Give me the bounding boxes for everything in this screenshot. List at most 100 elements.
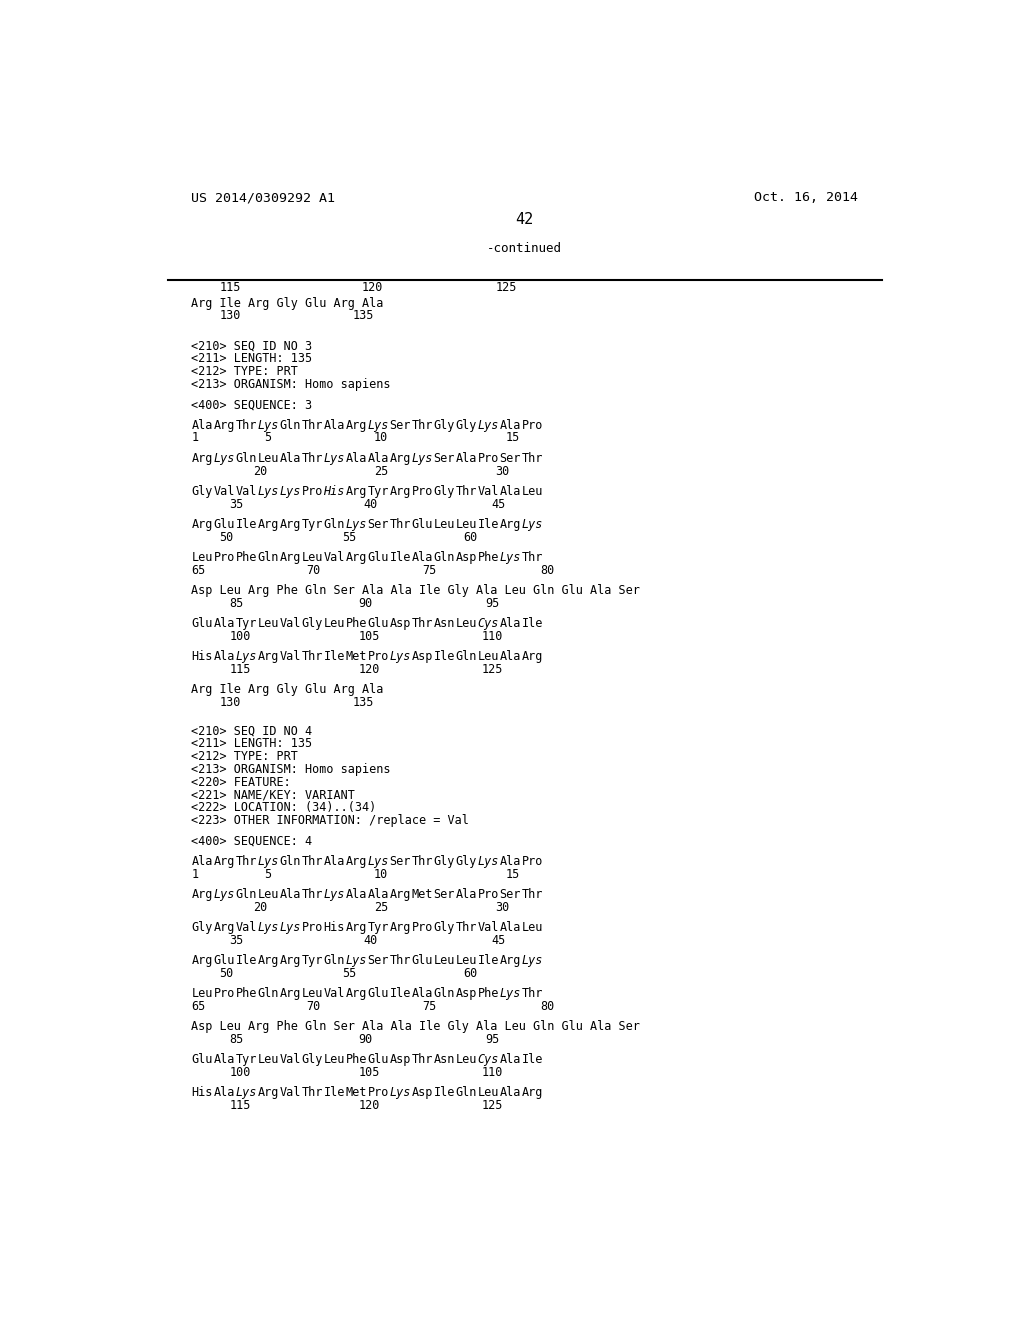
- Text: Val: Val: [280, 1086, 301, 1100]
- Text: Lys: Lys: [324, 451, 345, 465]
- Text: Leu: Leu: [257, 888, 279, 900]
- Text: 130: 130: [219, 696, 241, 709]
- Text: Ser: Ser: [389, 418, 411, 432]
- Text: Ile: Ile: [236, 954, 257, 966]
- Text: Gly: Gly: [433, 484, 455, 498]
- Text: Lys: Lys: [477, 855, 499, 867]
- Text: Lys: Lys: [236, 1086, 257, 1100]
- Text: Ala: Ala: [280, 451, 301, 465]
- Text: Ser: Ser: [368, 517, 389, 531]
- Text: Ser: Ser: [368, 954, 389, 966]
- Text: Ala: Ala: [213, 616, 234, 630]
- Text: Leu: Leu: [301, 550, 323, 564]
- Text: Ile: Ile: [324, 649, 345, 663]
- Text: 115: 115: [229, 1098, 251, 1111]
- Text: Pro: Pro: [412, 484, 433, 498]
- Text: Ala: Ala: [500, 855, 521, 867]
- Text: Arg: Arg: [257, 649, 279, 663]
- Text: 120: 120: [362, 281, 383, 293]
- Text: 45: 45: [492, 933, 506, 946]
- Text: Thr: Thr: [521, 451, 543, 465]
- Text: Gln: Gln: [433, 987, 455, 1001]
- Text: Gly: Gly: [456, 855, 477, 867]
- Text: Leu: Leu: [456, 1053, 477, 1067]
- Text: Cys: Cys: [477, 1053, 499, 1067]
- Text: Asp: Asp: [389, 1053, 411, 1067]
- Text: Lys: Lys: [257, 921, 279, 933]
- Text: Phe: Phe: [236, 987, 257, 1001]
- Text: Val: Val: [236, 921, 257, 933]
- Text: Asp: Asp: [412, 649, 433, 663]
- Text: 110: 110: [481, 1065, 503, 1078]
- Text: Thr: Thr: [301, 418, 323, 432]
- Text: Ala: Ala: [456, 888, 477, 900]
- Text: Lys: Lys: [345, 954, 367, 966]
- Text: Arg: Arg: [280, 954, 301, 966]
- Text: His: His: [191, 1086, 213, 1100]
- Text: Arg: Arg: [389, 921, 411, 933]
- Text: Met: Met: [345, 649, 367, 663]
- Text: 60: 60: [464, 966, 478, 979]
- Text: Tyr: Tyr: [236, 616, 257, 630]
- Text: Val: Val: [280, 649, 301, 663]
- Text: 30: 30: [496, 900, 510, 913]
- Text: Met: Met: [345, 1086, 367, 1100]
- Text: Ile: Ile: [521, 1053, 543, 1067]
- Text: Thr: Thr: [412, 1053, 433, 1067]
- Text: 65: 65: [191, 999, 206, 1012]
- Text: Asp: Asp: [389, 616, 411, 630]
- Text: Ala: Ala: [500, 418, 521, 432]
- Text: Ile: Ile: [433, 649, 455, 663]
- Text: Arg: Arg: [345, 855, 367, 867]
- Text: Asn: Asn: [433, 1053, 455, 1067]
- Text: Glu: Glu: [368, 550, 389, 564]
- Text: Tyr: Tyr: [236, 1053, 257, 1067]
- Text: Val: Val: [477, 484, 499, 498]
- Text: 45: 45: [492, 498, 506, 511]
- Text: 50: 50: [219, 966, 233, 979]
- Text: <212> TYPE: PRT: <212> TYPE: PRT: [191, 750, 298, 763]
- Text: Pro: Pro: [412, 921, 433, 933]
- Text: 65: 65: [191, 564, 206, 577]
- Text: Leu: Leu: [301, 987, 323, 1001]
- Text: 95: 95: [485, 1032, 500, 1045]
- Text: 120: 120: [358, 663, 380, 676]
- Text: <210> SEQ ID NO 4: <210> SEQ ID NO 4: [191, 725, 312, 738]
- Text: His: His: [191, 649, 213, 663]
- Text: Pro: Pro: [477, 888, 499, 900]
- Text: Ile: Ile: [389, 987, 411, 1001]
- Text: Arg: Arg: [389, 888, 411, 900]
- Text: Arg: Arg: [191, 517, 213, 531]
- Text: Arg: Arg: [345, 484, 367, 498]
- Text: Ala: Ala: [500, 921, 521, 933]
- Text: Gln: Gln: [236, 888, 257, 900]
- Text: Glu: Glu: [191, 1053, 213, 1067]
- Text: Lys: Lys: [477, 418, 499, 432]
- Text: Leu: Leu: [433, 954, 455, 966]
- Text: 10: 10: [374, 867, 388, 880]
- Text: Ala: Ala: [456, 451, 477, 465]
- Text: Lys: Lys: [521, 517, 543, 531]
- Text: Arg: Arg: [500, 517, 521, 531]
- Text: Arg: Arg: [500, 954, 521, 966]
- Text: Gln: Gln: [236, 451, 257, 465]
- Text: 105: 105: [358, 630, 380, 643]
- Text: Val: Val: [324, 550, 345, 564]
- Text: Lys: Lys: [389, 649, 411, 663]
- Text: Lys: Lys: [257, 855, 279, 867]
- Text: Lys: Lys: [500, 987, 521, 1001]
- Text: Val: Val: [236, 484, 257, 498]
- Text: Ala: Ala: [500, 1086, 521, 1100]
- Text: Leu: Leu: [324, 616, 345, 630]
- Text: 120: 120: [358, 1098, 380, 1111]
- Text: Gly: Gly: [433, 418, 455, 432]
- Text: 100: 100: [229, 1065, 251, 1078]
- Text: Oct. 16, 2014: Oct. 16, 2014: [754, 191, 858, 205]
- Text: Ala: Ala: [345, 888, 367, 900]
- Text: Ala: Ala: [213, 649, 234, 663]
- Text: 15: 15: [506, 867, 520, 880]
- Text: Glu: Glu: [368, 987, 389, 1001]
- Text: Ser: Ser: [500, 451, 521, 465]
- Text: Leu: Leu: [456, 517, 477, 531]
- Text: Ile: Ile: [389, 550, 411, 564]
